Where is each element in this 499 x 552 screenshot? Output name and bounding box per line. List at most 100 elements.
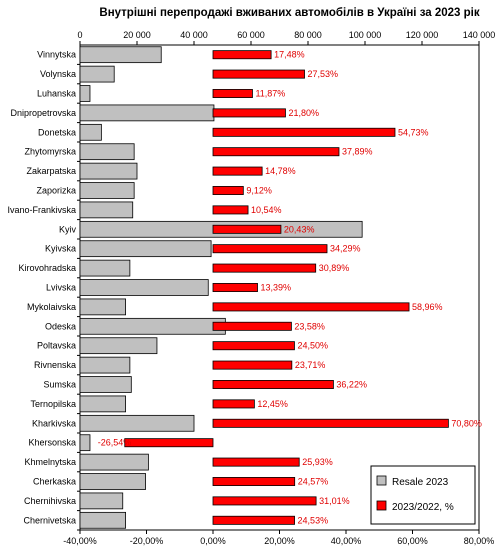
percent-data-label: 23,71% <box>295 360 326 370</box>
percent-bar <box>212 341 295 351</box>
percent-bar <box>212 360 293 370</box>
resale-bar <box>79 434 91 452</box>
percent-bar <box>212 283 258 292</box>
resale-bar <box>79 46 162 64</box>
resale-bar <box>79 473 146 490</box>
category-label: Dnipropetrovska <box>10 108 76 118</box>
top-axis-tick-label: 40 000 <box>180 30 208 40</box>
bottom-axis-tick-label: -40,00% <box>63 536 97 546</box>
percent-data-label: 17,48% <box>274 50 305 60</box>
category-label: Luhanska <box>37 89 76 99</box>
percent-bar <box>212 166 263 176</box>
top-axis-tick-label: 20 000 <box>123 30 151 40</box>
legend-box <box>370 465 476 525</box>
category-label: Khmelnytska <box>24 457 76 467</box>
bottom-axis-tick-label: 20,00% <box>264 536 295 546</box>
percent-bar <box>212 380 334 389</box>
category-label: Poltavska <box>37 341 76 351</box>
top-axis-tick-label: 100 000 <box>349 30 382 40</box>
percent-data-label: 23,58% <box>294 321 325 331</box>
percent-data-label: 36,22% <box>336 380 367 390</box>
category-label: Ivano-Frankivska <box>7 205 76 215</box>
percent-bar <box>212 457 300 467</box>
percent-data-label: 27,53% <box>308 69 339 79</box>
resale-bar <box>79 259 131 277</box>
resale-bar <box>79 182 135 199</box>
percent-data-label: 25,93% <box>302 457 333 467</box>
resale-bar <box>79 356 131 374</box>
percent-data-label: 14,78% <box>265 166 296 176</box>
percent-data-label: 10,54% <box>251 205 282 215</box>
category-label: Zhytomyrska <box>24 147 76 157</box>
percent-data-label: 30,89% <box>319 263 350 273</box>
top-axis-tick-label: 80 000 <box>294 30 322 40</box>
top-axis-tick-label: 0 <box>77 30 82 40</box>
category-label: Mykolaivska <box>27 302 76 312</box>
percent-bar <box>212 89 253 98</box>
category-label: Kyiv <box>59 224 77 234</box>
percent-data-label: 24,50% <box>297 341 328 351</box>
percent-bar <box>212 50 272 60</box>
resale-bar <box>79 143 135 161</box>
resale-bar <box>79 240 212 258</box>
resale-bar <box>79 376 132 393</box>
category-label: Kyivska <box>45 244 76 254</box>
percent-data-label: 54,73% <box>398 127 429 137</box>
resale-bar <box>79 317 226 335</box>
bottom-axis-tick-label: 40,00% <box>331 536 362 546</box>
percent-data-label: 11,87% <box>255 89 285 99</box>
resale-bar <box>79 279 209 296</box>
category-label: Cherkaska <box>33 477 76 487</box>
percent-data-label: 34,29% <box>330 244 361 254</box>
bottom-axis-tick-label: 80,00% <box>464 536 495 546</box>
percent-bar <box>212 147 340 157</box>
bottom-axis-tick-label: 60,00% <box>397 536 428 546</box>
category-label: Zaporizka <box>36 186 76 196</box>
resale-bar <box>79 453 149 471</box>
category-label: Zakarpatska <box>26 166 76 176</box>
category-label: Rivnenska <box>34 360 76 370</box>
legend-swatch-percent <box>376 500 387 511</box>
percent-bar <box>212 224 282 234</box>
chart-title: Внутрішні перепродажі вживаних автомобіл… <box>99 7 479 19</box>
category-label: Kharkivska <box>32 418 76 428</box>
top-axis-tick-label: 140 000 <box>463 30 496 40</box>
category-label: Sumska <box>43 380 76 390</box>
percent-bar <box>212 244 328 254</box>
resale-bar <box>79 65 115 83</box>
bottom-axis-tick-label: -20,00% <box>130 536 164 546</box>
top-axis-tick-label: 120 000 <box>406 30 439 40</box>
percent-bar <box>212 302 410 312</box>
percent-bar <box>212 263 317 273</box>
percent-data-label: 24,53% <box>298 515 329 525</box>
category-label: Ternopilska <box>30 399 76 409</box>
percent-data-label: 58,96% <box>412 302 443 312</box>
percent-bar <box>212 496 317 506</box>
percent-data-label: 21,80% <box>288 108 319 118</box>
percent-bar <box>212 418 449 428</box>
percent-bar <box>212 186 244 195</box>
legend-label-percent: 2023/2022, % <box>392 502 454 513</box>
resale-bar <box>79 298 126 316</box>
percent-bar <box>212 127 396 137</box>
percent-data-label: 70,80% <box>451 418 482 428</box>
category-label: Lvivska <box>46 283 76 293</box>
resale-bar <box>79 162 138 180</box>
legend-swatch-resale <box>376 475 387 486</box>
percent-data-label: 13,39% <box>261 283 292 293</box>
category-label: Donetska <box>38 127 76 137</box>
percent-bar <box>212 321 292 331</box>
percent-bar <box>212 205 249 215</box>
percent-data-label: -26,54% <box>98 438 132 448</box>
category-label: Chernivetska <box>23 515 76 525</box>
category-label: Vinnytska <box>37 50 76 60</box>
percent-data-label: 24,57% <box>298 477 329 487</box>
category-label: Volynska <box>40 69 76 79</box>
percent-bar <box>212 515 295 525</box>
resale-bar <box>79 85 91 102</box>
category-label: Odeska <box>45 321 76 331</box>
bottom-axis-tick-label: 0,00% <box>200 536 226 546</box>
percent-data-label: 12,45% <box>257 399 288 409</box>
